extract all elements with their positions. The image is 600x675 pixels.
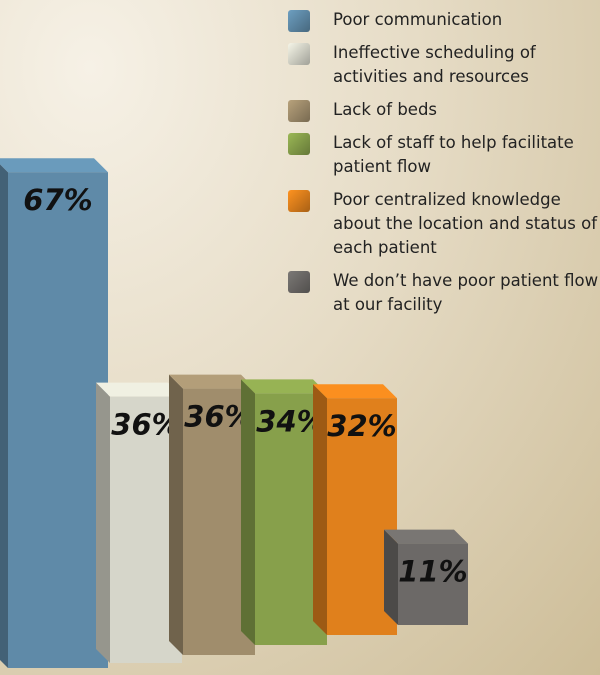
legend-item: Lack of beds [288, 98, 600, 122]
legend-swatch [288, 10, 310, 32]
legend-swatch [288, 43, 310, 65]
legend-item: We don’t have poor patient flow at our f… [288, 269, 600, 317]
legend-item: Ineffective scheduling of activities and… [288, 41, 600, 89]
bar-side [0, 164, 8, 668]
bar [0, 158, 108, 668]
value-label: 11% [398, 555, 467, 589]
legend-label: Lack of beds [333, 100, 438, 119]
bar-top [96, 382, 182, 397]
legend-label: We don’t have poor patient flow at our f… [333, 271, 599, 314]
legend-swatch [288, 190, 310, 212]
legend-item: Lack of staff to help facilitate patient… [288, 131, 600, 179]
bar-side [313, 384, 327, 635]
bar-top [241, 379, 327, 394]
bar-side [96, 382, 110, 663]
legend-swatch [288, 100, 310, 122]
bar-front [8, 172, 108, 668]
bar-top [169, 374, 255, 389]
legend-swatch [288, 133, 310, 155]
legend-swatch [288, 271, 310, 293]
legend-label: Poor communication [333, 10, 503, 29]
legend-item: Poor communication [288, 8, 600, 32]
legend-label: Poor centralized knowledge about the loc… [333, 190, 598, 257]
legend-item: Poor centralized knowledge about the loc… [288, 188, 600, 260]
legend-label: Ineffective scheduling of activities and… [333, 43, 536, 86]
bar-side [384, 529, 398, 625]
bar-front [398, 543, 468, 625]
bar-top [313, 384, 397, 399]
value-label: 67% [23, 183, 92, 217]
legend-label: Lack of staff to help facilitate patient… [333, 133, 574, 176]
bar-top [384, 529, 468, 544]
bar [384, 529, 468, 625]
legend: Poor communication Ineffective scheduling… [288, 8, 600, 326]
value-label: 32% [327, 409, 396, 443]
bar-side [169, 374, 183, 655]
bar-top [0, 158, 108, 173]
bar-side [241, 379, 255, 645]
